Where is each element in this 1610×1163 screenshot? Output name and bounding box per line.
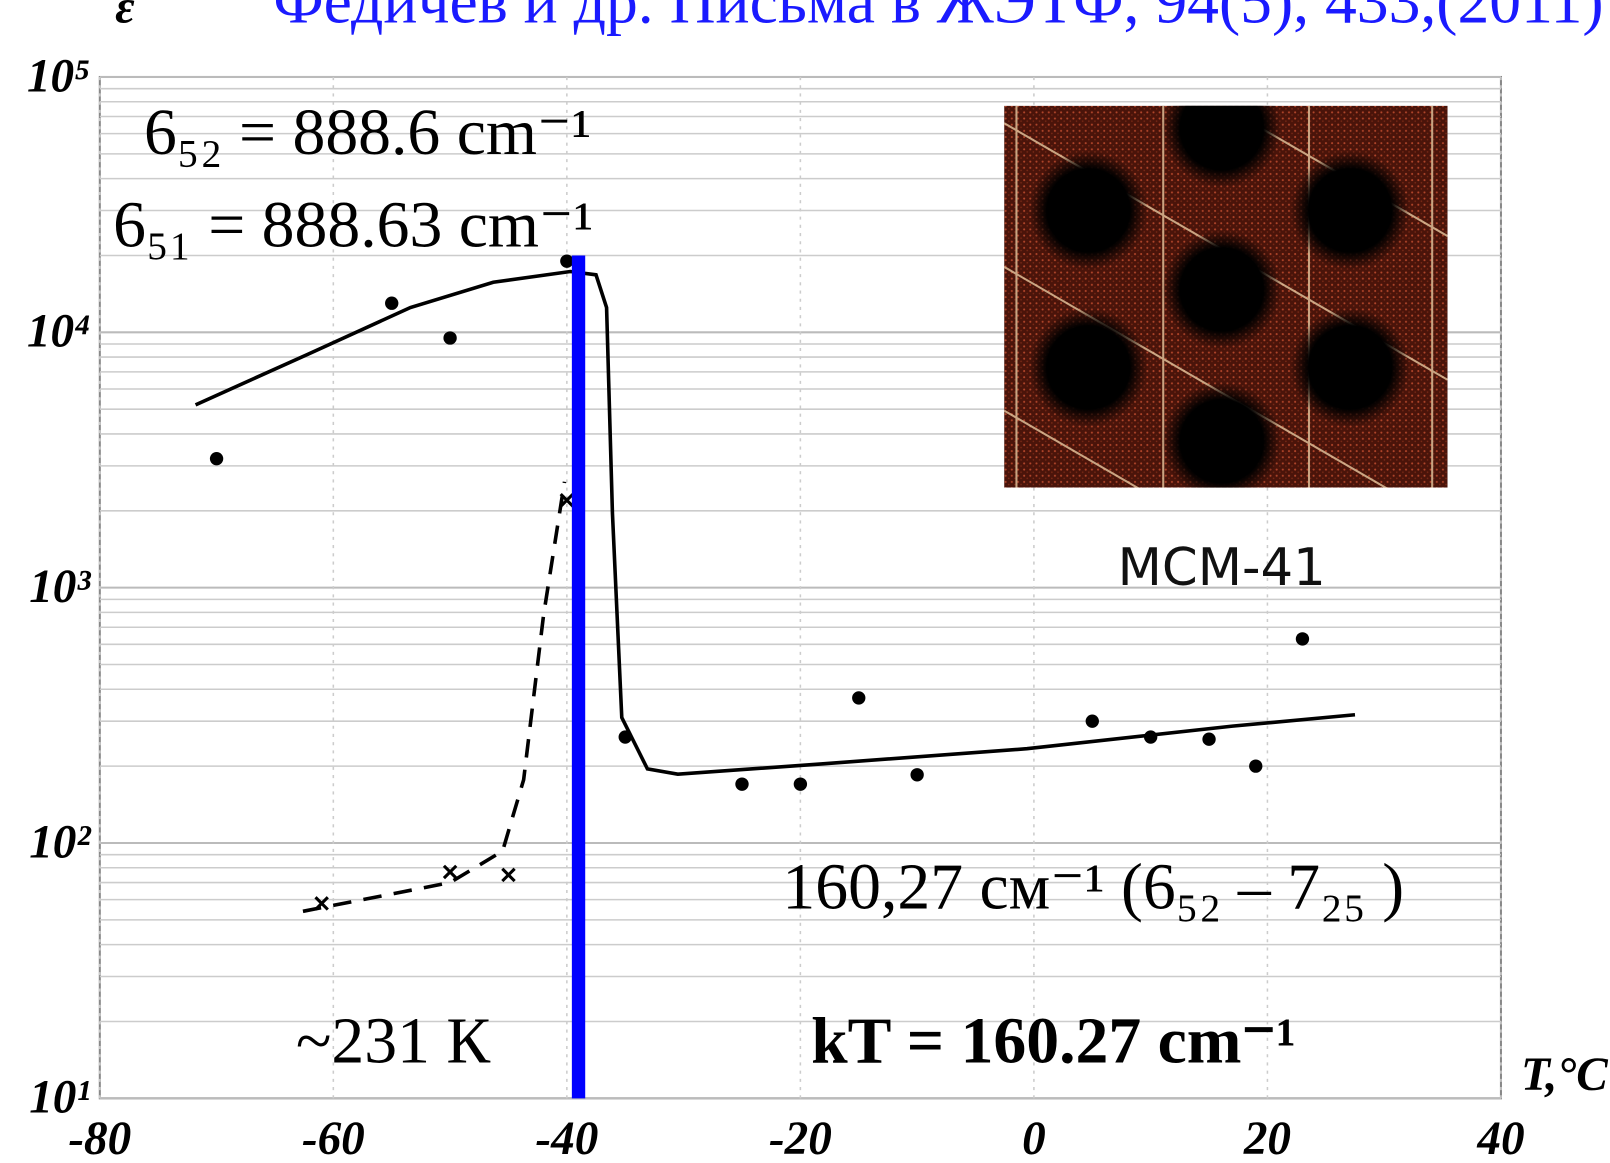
data-point bbox=[910, 768, 923, 781]
y-tick-label: 10⁴ bbox=[27, 306, 91, 358]
chart: Федичев и др. Письма в ЖЭТФ, 94(5), 433,… bbox=[0, 0, 1610, 1163]
data-point bbox=[794, 777, 807, 790]
chart-title: Федичев и др. Письма в ЖЭТФ, 94(5), 433,… bbox=[273, 0, 1603, 37]
y-tick-label: 10² bbox=[29, 816, 91, 868]
x-tick-label: -20 bbox=[769, 1113, 832, 1163]
x-tick-label: -80 bbox=[68, 1113, 131, 1163]
annotation: ~231 К bbox=[296, 1004, 491, 1077]
annotation: kT = 160.27 cm⁻¹ bbox=[811, 1004, 1296, 1077]
data-point bbox=[852, 691, 865, 704]
y-axis-label: ε bbox=[115, 0, 135, 34]
data-point bbox=[1296, 632, 1309, 645]
data-point bbox=[1086, 714, 1099, 727]
x-tick-label: 0 bbox=[1022, 1113, 1046, 1163]
annotation: 6₅₁ = 888.63 cm⁻¹ bbox=[113, 188, 593, 261]
x-tick-label: -60 bbox=[302, 1113, 365, 1163]
data-point bbox=[1202, 733, 1215, 746]
y-tick-label: 10⁵ bbox=[27, 50, 91, 102]
annotation: 6₅₂ = 888.6 cm⁻¹ bbox=[144, 96, 591, 169]
data-point bbox=[210, 452, 223, 465]
x-tick-label: -40 bbox=[535, 1113, 598, 1163]
x-tick-label: 40 bbox=[1476, 1113, 1524, 1163]
data-point bbox=[443, 331, 456, 344]
data-point bbox=[735, 777, 748, 790]
data-point bbox=[1249, 759, 1262, 772]
x-axis-label: T,°C bbox=[1521, 1049, 1608, 1101]
annotation: 160,27 см⁻¹ (6₅₂ – 7₂₅ ) bbox=[782, 850, 1404, 923]
page: {"chart_data": { "type": "scatter", "tit… bbox=[0, 0, 1610, 1163]
inset-label: MCM-41 bbox=[1118, 538, 1326, 598]
x-tick-label: 20 bbox=[1243, 1113, 1291, 1163]
y-tick-label: 10³ bbox=[29, 561, 91, 613]
data-point bbox=[385, 297, 398, 310]
